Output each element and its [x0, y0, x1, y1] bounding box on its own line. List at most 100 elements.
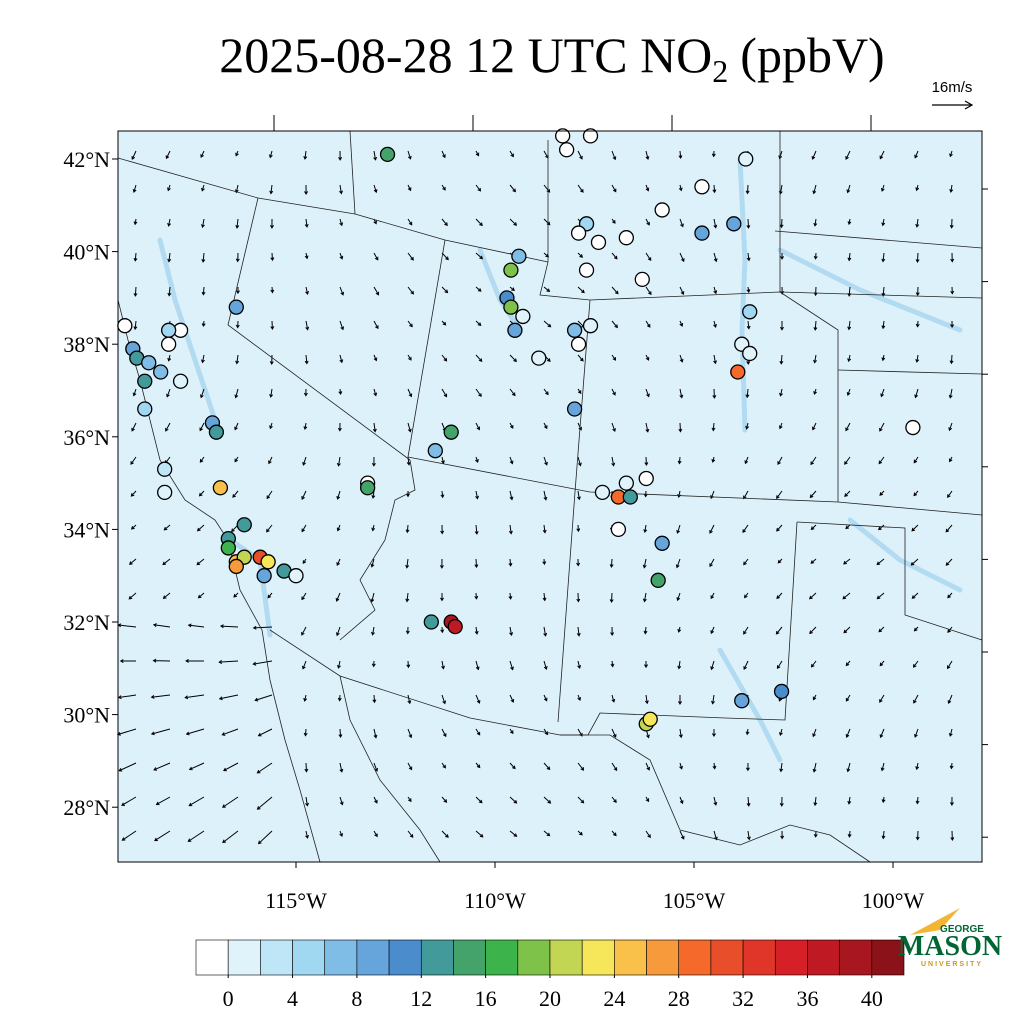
station-marker: [610, 521, 627, 538]
wind-arrow: [709, 558, 715, 568]
wind-arrow: [201, 320, 206, 328]
wind-arrow: [542, 592, 547, 602]
wind-arrow: [372, 694, 377, 704]
station-marker: [634, 271, 650, 288]
wind-arrow: [405, 592, 410, 603]
wind-arrow: [475, 218, 483, 227]
wind-arrow: [188, 796, 205, 807]
state-border: [557, 299, 591, 723]
colorbar-box: [614, 939, 647, 976]
wind-arrow: [744, 592, 749, 599]
wind-arrow: [881, 354, 886, 362]
wind-arrow: [407, 388, 413, 398]
wind-arrow: [339, 320, 345, 331]
wind-arrow: [162, 558, 171, 566]
wind-arrow: [677, 660, 682, 670]
wind-arrow: [676, 524, 681, 534]
wind-arrow: [577, 354, 584, 362]
wind-arrow: [373, 150, 378, 161]
wind-arrow: [643, 524, 648, 534]
wind-arrow: [776, 660, 783, 670]
wind-arrow: [407, 150, 412, 160]
wind-arrow: [475, 762, 481, 769]
wind-arrow: [200, 150, 205, 159]
wind-arrow: [645, 762, 651, 771]
wind-arrow: [509, 150, 514, 158]
wind-arrow: [509, 456, 514, 465]
wind-arrow: [441, 184, 446, 191]
wind-arrow: [301, 626, 307, 636]
wind-arrow: [609, 558, 614, 568]
station-marker: [742, 345, 758, 362]
wind-arrow: [775, 626, 783, 635]
wind-arrow: [710, 592, 715, 600]
wind-arrow: [679, 830, 685, 840]
wind-arrow: [949, 150, 953, 158]
wind-arrow: [713, 320, 717, 328]
wind-arrow: [201, 252, 206, 263]
wind-arrow: [809, 490, 817, 499]
wind-arrow: [611, 728, 617, 738]
wind-arrow: [150, 694, 171, 699]
station-marker: [905, 419, 921, 436]
wind-arrow: [371, 660, 376, 668]
colorbar-label: 36: [796, 986, 818, 1011]
wind-arrow: [154, 830, 171, 842]
wind-arrow: [915, 354, 920, 363]
wind-arrow: [509, 286, 515, 291]
wind-arrow: [128, 592, 137, 600]
wind-arrow: [474, 592, 479, 600]
wind-arrow: [339, 286, 345, 296]
wind-arrow: [878, 456, 885, 465]
wind-arrow: [577, 660, 582, 669]
wind-arrow: [878, 626, 885, 633]
wind-arrow: [508, 558, 513, 567]
station-marker: [137, 373, 153, 389]
wind-arrow: [746, 796, 751, 807]
wind-arrow: [167, 218, 172, 227]
wind-arrow: [509, 762, 516, 770]
wind-arrow: [779, 388, 783, 397]
wind-arrow: [679, 218, 684, 228]
wind-arrow: [577, 762, 585, 771]
station-marker: [157, 461, 173, 477]
lat-label: 38°N: [63, 332, 110, 357]
wind-arrow: [185, 728, 205, 736]
coastline: [339, 675, 441, 863]
wind-arrow: [711, 728, 716, 738]
wind-arrow: [947, 660, 953, 670]
wind-arrow: [645, 354, 650, 361]
wind-arrow: [913, 490, 919, 497]
wind-arrow: [339, 218, 344, 227]
colorbar-label: 16: [475, 986, 497, 1011]
wind-arrows: [116, 150, 955, 845]
wind-arrow: [303, 388, 308, 397]
wind-arrow: [335, 626, 341, 637]
lon-label: 110°W: [464, 888, 526, 913]
wind-arrow: [812, 762, 817, 773]
station-marker: [117, 318, 133, 334]
wind-arrow: [915, 762, 920, 771]
wind-arrow: [611, 150, 617, 161]
wind-arrow: [475, 388, 482, 398]
wind-arrow: [475, 490, 479, 500]
wind-arrow: [945, 524, 953, 533]
wind-arrow: [644, 456, 649, 466]
wind-arrow: [336, 456, 341, 467]
wind-arrow: [576, 558, 581, 567]
colorbar-box: [227, 939, 261, 976]
wind-arrow: [475, 830, 484, 838]
wind-arrow: [950, 252, 955, 263]
wind-arrow: [645, 150, 650, 161]
wind-arrow: [915, 184, 920, 192]
wind-arrow: [847, 796, 852, 805]
wind-arrow: [847, 252, 852, 262]
wind-arrow: [407, 422, 412, 433]
wind-arrow: [543, 796, 552, 804]
wind-arrow: [809, 626, 817, 635]
wind-arrow: [677, 456, 682, 465]
station-marker: [638, 470, 654, 487]
state-border: [837, 369, 983, 375]
wind-arrow: [439, 558, 444, 569]
station-marker: [566, 322, 583, 338]
